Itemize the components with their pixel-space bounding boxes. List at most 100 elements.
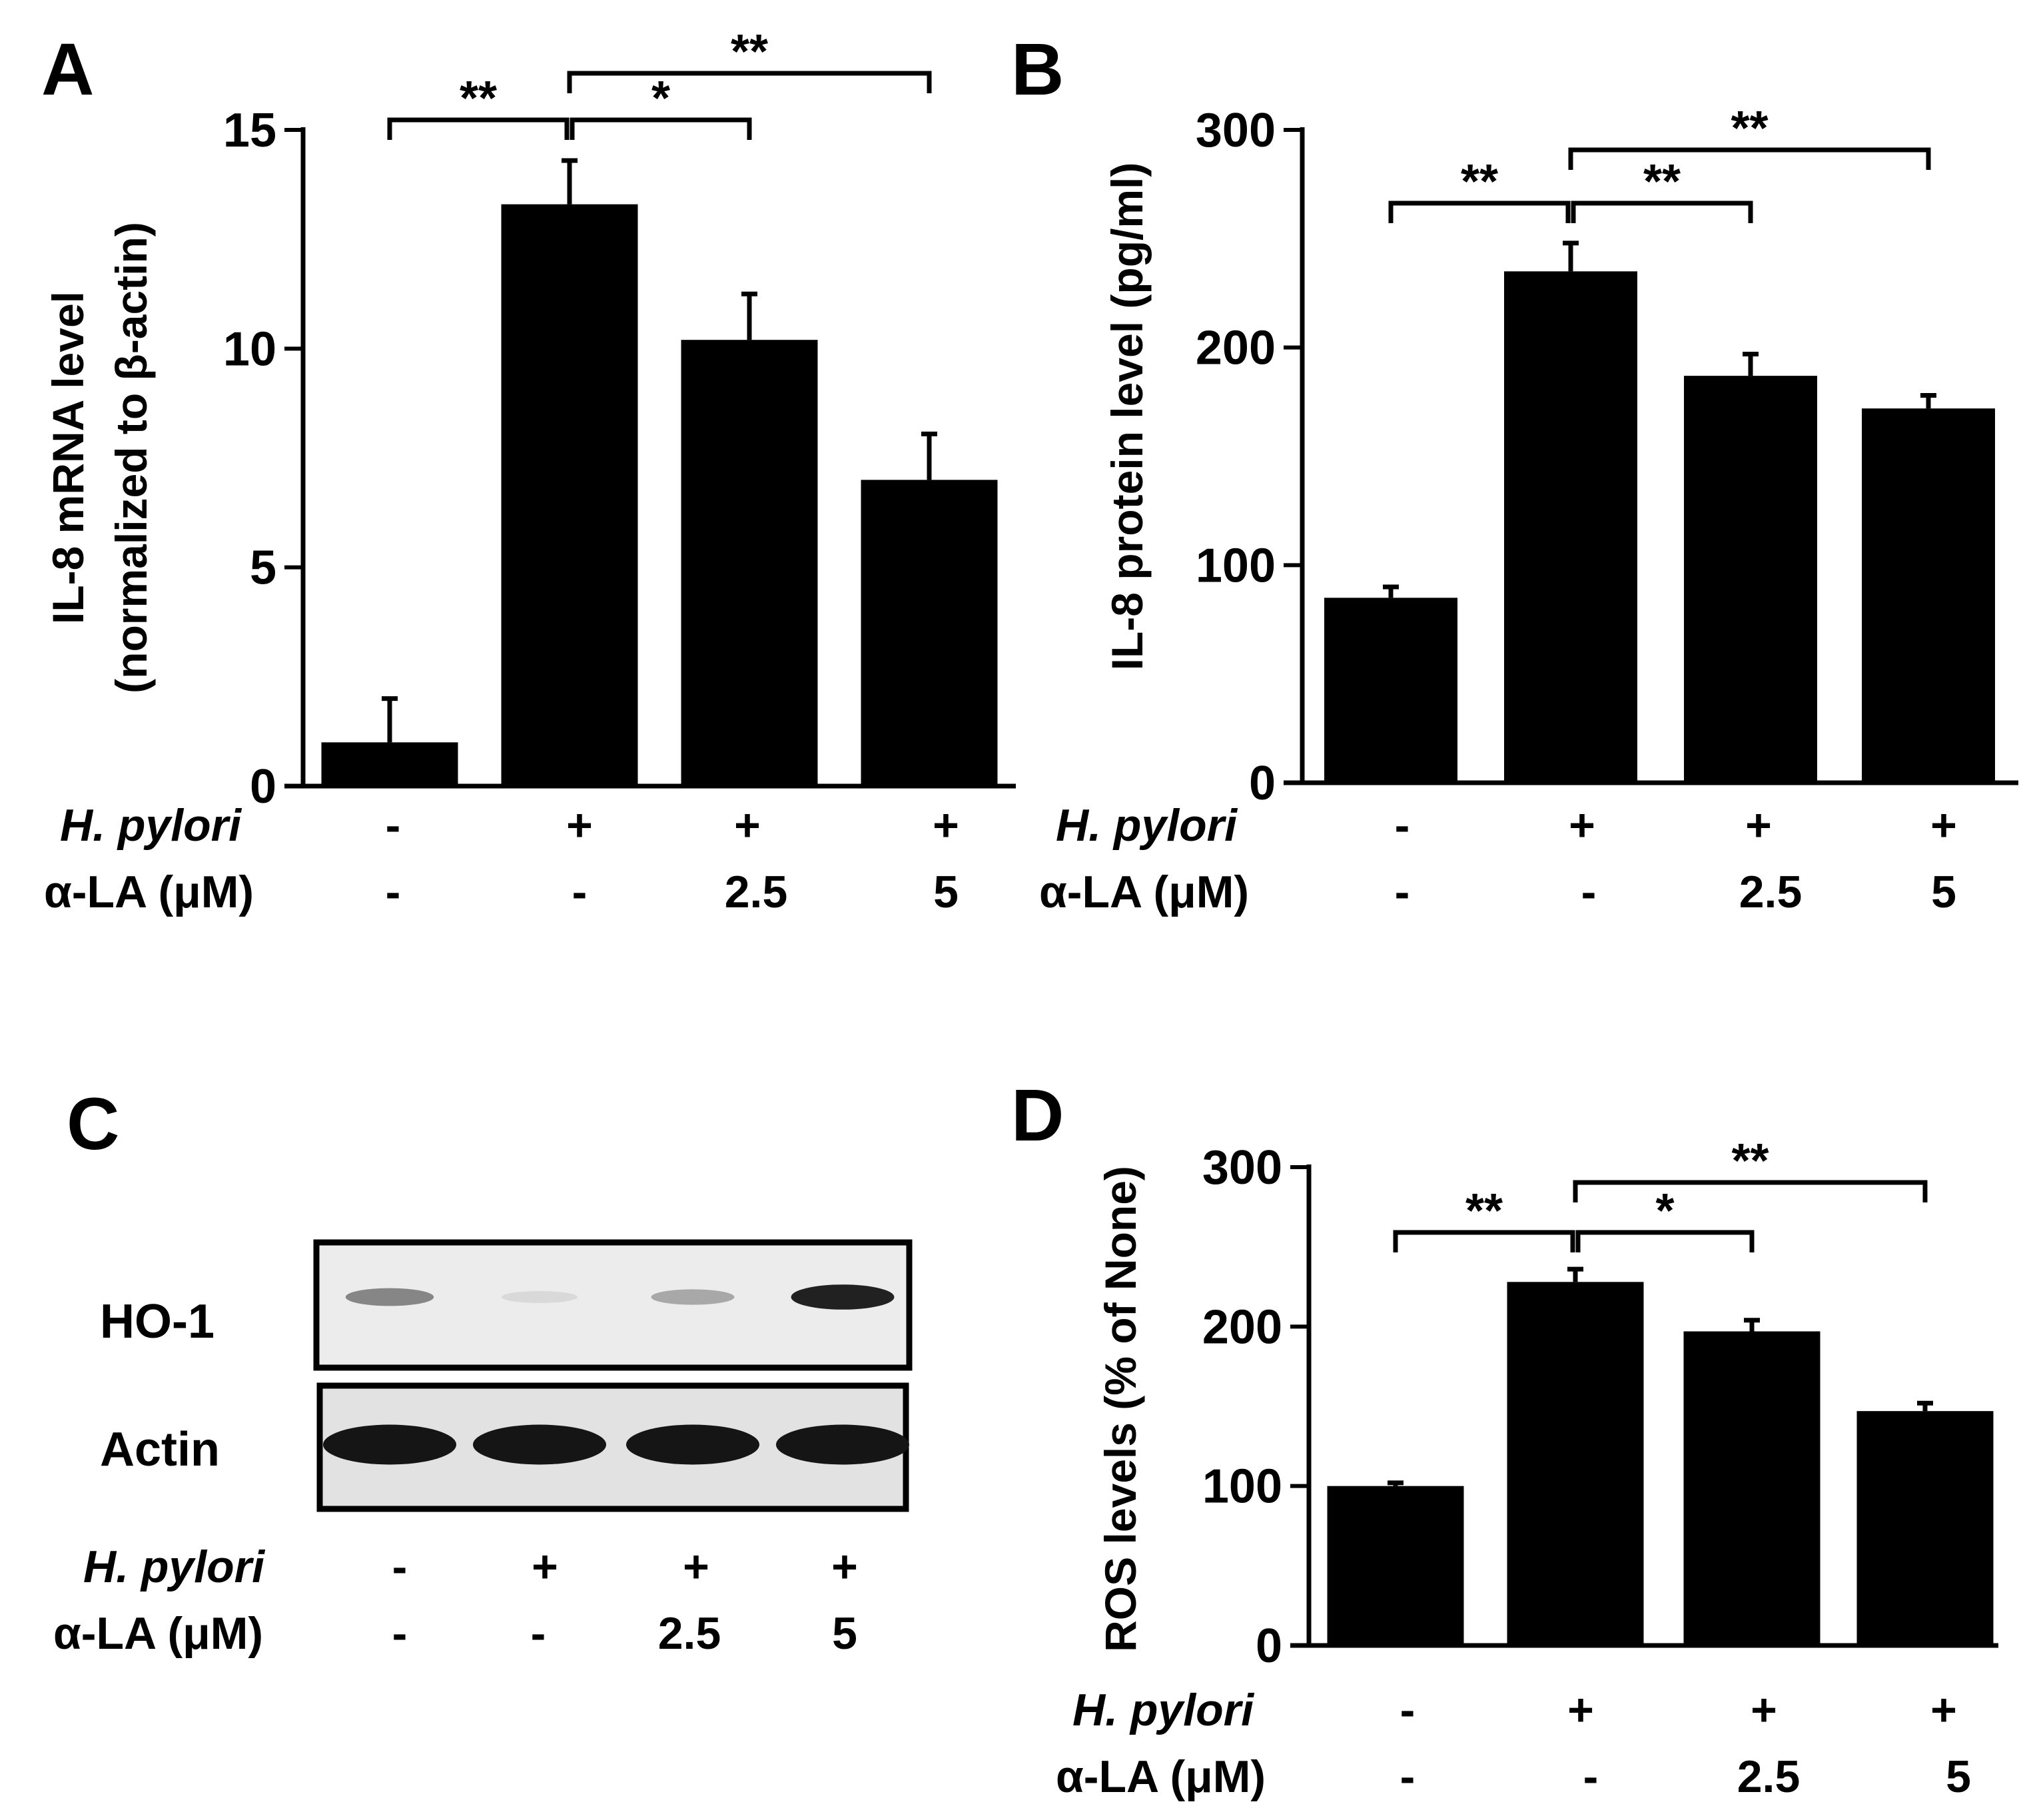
panel-a-ala-value: - — [572, 867, 588, 917]
panel-b-hpylori-value: + — [1569, 800, 1595, 851]
blot-band-actin — [473, 1424, 606, 1465]
panel-b-ala-value: 5 — [1931, 867, 1956, 917]
panel-b-y-tick-label: 0 — [1249, 757, 1276, 810]
panel-b-hpylori-value: + — [1745, 800, 1772, 851]
panel-b-y-tick-label: 100 — [1196, 539, 1276, 592]
panel-b-ala-label: α-LA (μM) — [1039, 867, 1249, 917]
panel-a-y-tick-label: 15 — [223, 104, 276, 157]
panel-a-chart: 0 5 10 15 IL-8 mRNA level (normalized to β-ac… — [43, 25, 1016, 813]
panel-a-significance-label: ** — [460, 72, 497, 125]
panel-d-significance-label: ** — [1731, 1135, 1769, 1188]
panel-a-ala-value: 2.5 — [725, 867, 788, 917]
panel-b-significance-label: ** — [1461, 155, 1498, 209]
panel-c-ala-value: 2.5 — [658, 1608, 721, 1659]
panel-a-y-axis-label: IL-8 mRNA level — [43, 291, 93, 624]
panel-a: A 0 5 10 15 IL-8 mRNA level (normalized to β-… — [41, 25, 1016, 917]
panel-a-y-tick-label: 5 — [250, 542, 276, 595]
panel-c-hpylori-value: + — [532, 1542, 558, 1592]
panel-d-ala-value: - — [1583, 1751, 1599, 1802]
panel-b-hpylori-value: - — [1395, 800, 1410, 851]
panel-a-letter: A — [41, 29, 94, 111]
panel-b-significance-bracket — [1388, 201, 1571, 223]
panel-b-significance-bracket — [1571, 201, 1753, 223]
panel-b-significance-bracket — [1568, 147, 1931, 170]
panel-c-hpylori-value: + — [831, 1542, 858, 1592]
blot-band-actin — [776, 1424, 909, 1465]
blot-row-label-ho1: HO-1 — [100, 1295, 214, 1348]
panel-c: C HO-1 Actin H. pylori α-LA (μM) - + + + - - 2… — [53, 1083, 913, 1659]
panel-a-y-axis-label-line2: (normalized to β-actin) — [107, 222, 156, 693]
panel-a-hpylori-value: + — [566, 800, 593, 851]
panel-b-ala-value: - — [1581, 867, 1597, 917]
panel-a-bar — [501, 204, 638, 787]
panel-d-y-tick-label: 100 — [1202, 1460, 1282, 1514]
panel-a-y-tick-label: 10 — [223, 322, 276, 376]
blot-band-ho1 — [345, 1288, 434, 1306]
panel-d-significance-bracket — [1575, 1230, 1755, 1252]
panel-d-ala-value: 5 — [1946, 1751, 1971, 1802]
panel-b-y-tick-label: 300 — [1196, 104, 1276, 157]
panel-d-significance-label: * — [1655, 1184, 1674, 1238]
panel-c-letter: C — [67, 1083, 119, 1165]
panel-a-bar — [861, 480, 998, 786]
panel-b-hpylori-value: + — [1930, 800, 1957, 851]
panel-b-chart: 0 100 200 300 IL-8 protein level (pg/ml) ** **… — [1102, 102, 2018, 810]
panel-c-hpylori-value: + — [683, 1542, 709, 1592]
panel-c-ala-value: - — [531, 1608, 546, 1659]
panel-a-hpylori-label: H. pylori — [60, 800, 242, 851]
panel-b-bar — [1324, 598, 1457, 783]
panel-a-significance-label: * — [651, 72, 670, 125]
blot-band-ho1 — [502, 1291, 578, 1303]
blot-band-ho1 — [651, 1289, 735, 1305]
panel-a-hpylori-value: - — [386, 800, 401, 851]
blot-band-actin — [626, 1424, 759, 1465]
panel-a-treatment-values: - + + + - - 2.5 5 — [386, 800, 959, 917]
panel-a-ala-value: - — [386, 867, 401, 917]
panel-d-bar — [1683, 1331, 1821, 1645]
panel-a-ala-value: 5 — [933, 867, 959, 917]
panel-d-significance-bracket — [1393, 1230, 1575, 1252]
blot-row-label-actin: Actin — [100, 1423, 220, 1476]
panel-d-hpylori-value: - — [1400, 1685, 1416, 1735]
blot-band-actin — [323, 1424, 456, 1465]
panel-d-bar — [1507, 1282, 1644, 1645]
western-blot — [313, 1239, 913, 1512]
panel-b-significance-label: ** — [1731, 102, 1768, 155]
panel-d-significance-bracket — [1573, 1180, 1928, 1202]
panel-d-ala-value: 2.5 — [1737, 1751, 1801, 1802]
blot-panel-ho1 — [313, 1239, 913, 1371]
panel-d-y-tick-label: 300 — [1202, 1141, 1282, 1194]
panel-c-hpylori-value: - — [392, 1542, 408, 1592]
panel-b-significance-label: ** — [1643, 155, 1681, 209]
panel-b-letter: B — [1011, 29, 1064, 111]
panel-d-letter: D — [1011, 1075, 1064, 1156]
panel-d-hpylori-value: + — [1930, 1685, 1957, 1735]
panel-b-bar — [1504, 271, 1637, 783]
panel-d-treatment-values: - + + + - - 2.5 5 — [1400, 1685, 1971, 1802]
panel-d-bar — [1856, 1411, 1994, 1645]
panel-d-y-tick-label: 200 — [1202, 1300, 1282, 1354]
panel-b-y-axis-label: IL-8 protein level (pg/ml) — [1102, 163, 1152, 671]
panel-b-ala-value: 2.5 — [1739, 867, 1803, 917]
panel-b-hpylori-label: H. pylori — [1056, 800, 1238, 851]
panel-d-ala-label: α-LA (μM) — [1056, 1751, 1266, 1802]
panel-b-bar — [1862, 408, 1995, 783]
panel-a-ala-label: α-LA (μM) — [44, 867, 254, 917]
panel-d-y-axis-label: ROS levels (% of None) — [1096, 1166, 1145, 1652]
panel-a-significance-bracket — [387, 117, 570, 140]
panel-a-significance-bracket — [567, 71, 932, 93]
panel-a-hpylori-value: + — [933, 800, 959, 851]
panel-d-bar — [1327, 1486, 1464, 1645]
panel-a-bar — [321, 742, 458, 786]
panel-b-y-tick-label: 200 — [1196, 322, 1276, 375]
panel-d-hpylori-value: + — [1567, 1685, 1594, 1735]
panel-d-hpylori-value: + — [1751, 1685, 1777, 1735]
panel-b-bar — [1684, 376, 1817, 783]
panel-b-treatment-values: - + + + - - 2.5 5 — [1395, 800, 1957, 917]
panel-d-significance-label: ** — [1465, 1184, 1503, 1238]
panel-c-ala-value: - — [392, 1608, 408, 1659]
panel-a-significance-bracket — [570, 117, 752, 140]
